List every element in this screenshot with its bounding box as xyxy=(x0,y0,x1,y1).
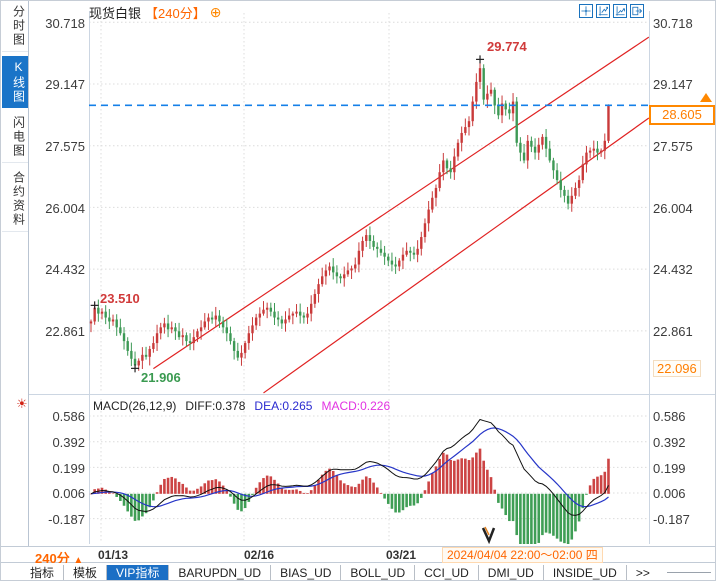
current-price-badge: 28.605 xyxy=(649,105,715,125)
price-axis-label: 29.147 xyxy=(653,77,693,92)
macd-dea-value: DEA:0.265 xyxy=(254,399,313,413)
tab-dmi-ud[interactable]: DMI_UD xyxy=(477,564,543,580)
price-up-arrow-icon xyxy=(700,93,712,102)
indicator-settings-icon[interactable]: ☀ xyxy=(16,396,28,411)
current-bar-time: 2024/04/04 22:00～02:00 四 xyxy=(442,547,603,563)
tab-bias-ud[interactable]: BIAS_UD xyxy=(270,564,340,580)
tab-vip-indicators[interactable]: VIP指标 xyxy=(106,564,169,580)
swing-high-annotation: 23.510 xyxy=(100,291,140,306)
period-label: 240分 xyxy=(35,551,70,566)
sidebar-item-candle-chart[interactable]: K线图 xyxy=(1,56,28,108)
chart-title: 现货白银 【240分】 ⊕ xyxy=(89,3,221,21)
time-tick: 02/16 xyxy=(244,548,275,562)
macd-diff-value: DIFF:0.378 xyxy=(185,399,246,413)
more-tabs-button[interactable]: >> xyxy=(625,564,659,580)
price-axis-label: 22.861 xyxy=(45,324,85,339)
price-axis-label: 30.718 xyxy=(653,16,693,31)
scale-x-axis-icon[interactable] xyxy=(613,4,627,18)
time-tick: 03/21 xyxy=(386,548,417,562)
macd-axis-label: 0.392 xyxy=(52,435,85,450)
macd-axis-label: 0.006 xyxy=(653,486,686,501)
crosshair-icon[interactable] xyxy=(579,4,593,18)
price-axis-label: 27.575 xyxy=(653,139,693,154)
pan-right-icon[interactable] xyxy=(630,4,644,18)
time-axis-row: 240分 ▲ 01/13 02/16 03/21 2024/04/04 22:0… xyxy=(1,546,715,566)
tab-cci-ud[interactable]: CCI_UD xyxy=(414,564,478,580)
time-tick: 01/13 xyxy=(98,548,129,562)
period-selector[interactable]: 240分 ▲ xyxy=(35,548,83,567)
instrument-name: 现货白银 xyxy=(89,5,142,21)
add-circle-icon[interactable]: ⊕ xyxy=(209,4,222,20)
period-arrow-icon: ▲ xyxy=(73,555,84,566)
chart-type-sidebar: 分时图 K线图 闪电图 合约资料 xyxy=(1,1,29,580)
scale-y-axis-icon[interactable] xyxy=(596,4,610,18)
price-axis-label: 24.432 xyxy=(653,262,693,277)
sidebar-item-flash-chart[interactable]: 闪电图 xyxy=(1,112,28,163)
macd-axis-label: -0.187 xyxy=(48,512,85,527)
price-axis-label: 27.575 xyxy=(45,139,85,154)
price-axis-label: 29.147 xyxy=(45,77,85,92)
macd-macd-value: MACD:0.226 xyxy=(321,399,391,413)
tab-inside-ud[interactable]: INSIDE_UD xyxy=(542,564,626,580)
price-axis-label: 26.004 xyxy=(653,201,693,216)
sidebar-item-contract-info[interactable]: 合约资料 xyxy=(1,167,28,232)
period-tag: 【240分】 xyxy=(145,5,206,21)
low-price-mark: 22.096 xyxy=(653,360,701,377)
price-axis-label: 22.861 xyxy=(653,324,693,339)
macd-axis-label: 0.199 xyxy=(52,461,85,476)
price-axis-label: 24.432 xyxy=(45,262,85,277)
macd-axis-label: 0.006 xyxy=(52,486,85,501)
peak-price-annotation: 29.774 xyxy=(487,39,527,54)
price-axis-label: 30.718 xyxy=(45,16,85,31)
macd-axis-label: 0.199 xyxy=(653,461,686,476)
macd-title: MACD(26,12,9) xyxy=(93,399,177,413)
macd-axis-label: -0.187 xyxy=(653,512,690,527)
tab-templates[interactable]: 模板 xyxy=(63,564,106,580)
macd-group xyxy=(89,418,610,544)
mouse-cursor xyxy=(481,526,496,544)
tab-boll-ud[interactable]: BOLL_UD xyxy=(340,564,414,580)
indicator-tabbar: 指标 模板 VIP指标 BARUPDN_UD BIAS_UD BOLL_UD C… xyxy=(1,563,715,580)
macd-axis-label: 0.586 xyxy=(653,409,686,424)
tab-indicators[interactable]: 指标 xyxy=(30,565,55,580)
macd-axis-label: 0.392 xyxy=(653,435,686,450)
price-axis-label: 26.004 xyxy=(45,201,85,216)
macd-header: MACD(26,12,9) DIFF:0.378 DEA:0.265 MACD:… xyxy=(93,399,390,413)
macd-axis-label: 0.586 xyxy=(52,409,85,424)
tabbar-divider xyxy=(666,572,711,573)
swing-low-annotation: 21.906 xyxy=(141,370,181,385)
chart-toolbar xyxy=(579,4,644,18)
sidebar-item-time-chart[interactable]: 分时图 xyxy=(1,1,28,52)
tab-barupdn-ud[interactable]: BARUPDN_UD xyxy=(168,564,270,580)
candles-group xyxy=(89,59,610,371)
